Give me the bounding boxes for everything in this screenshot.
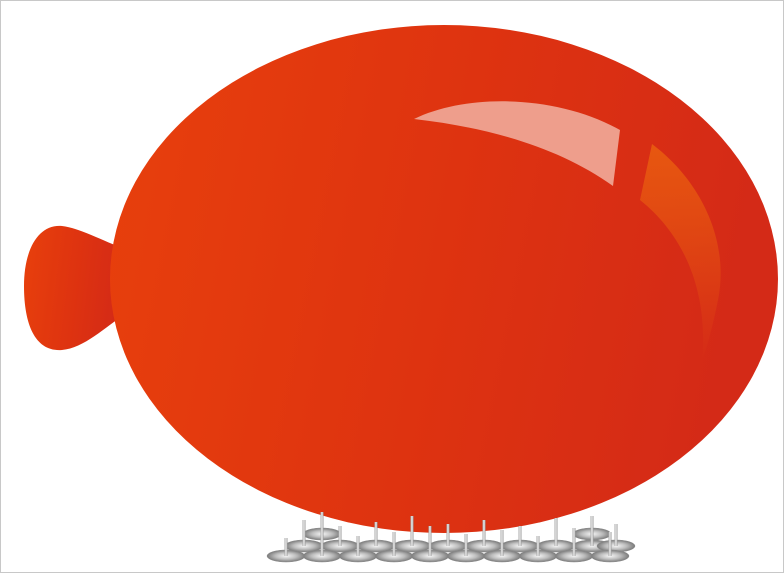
- pin-shaft: [429, 526, 432, 556]
- pin-shaft: [303, 520, 306, 546]
- pin-shaft: [591, 522, 594, 546]
- pin-shaft: [339, 526, 342, 546]
- pin-shaft: [375, 522, 378, 546]
- pin-shaft: [615, 524, 618, 546]
- pin-shaft: [357, 536, 360, 556]
- pin-shaft: [393, 532, 396, 556]
- pin-shaft: [465, 534, 468, 556]
- pin-shaft: [573, 528, 576, 556]
- pin-shaft: [285, 538, 288, 556]
- pin-shaft: [519, 526, 522, 546]
- pin-shaft: [555, 518, 558, 546]
- pin-shaft: [411, 516, 414, 546]
- pin-shaft: [447, 524, 450, 546]
- balloon-body: [110, 25, 778, 533]
- pin-shaft: [537, 536, 540, 556]
- pin-shaft: [321, 530, 324, 556]
- pin-shaft: [483, 520, 486, 546]
- pin-shaft: [501, 530, 504, 556]
- pin-shaft: [609, 532, 612, 556]
